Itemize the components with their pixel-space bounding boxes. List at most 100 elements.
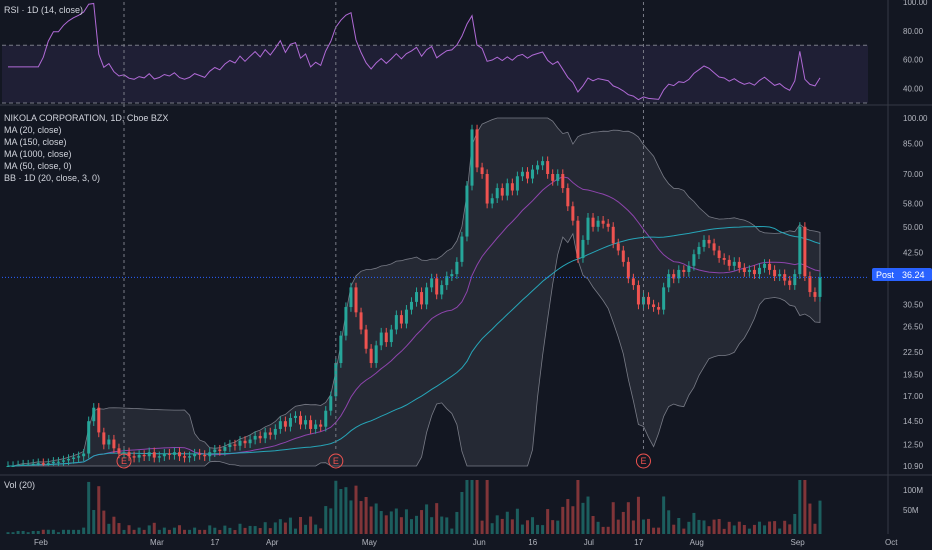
volume-bar xyxy=(41,529,45,534)
ma150-line xyxy=(8,225,821,467)
volume-bar xyxy=(177,525,181,534)
volume-bar xyxy=(541,525,545,534)
volume-bar xyxy=(314,524,318,534)
candle-body xyxy=(435,278,439,295)
candle-body xyxy=(657,307,661,310)
candle-body xyxy=(258,435,262,439)
candle-body xyxy=(67,458,71,461)
volume-bar xyxy=(455,511,459,534)
price-tick-label: 12.50 xyxy=(903,440,924,449)
candle-body xyxy=(531,169,535,179)
volume-bar xyxy=(561,506,565,534)
volume-bar xyxy=(515,508,519,534)
volume-bar xyxy=(409,519,413,534)
post-badge-value: 36.24 xyxy=(902,270,925,280)
volume-bar xyxy=(747,528,751,534)
price-tick-label: 42.50 xyxy=(903,248,924,257)
candle-body xyxy=(293,415,297,418)
candle-body xyxy=(490,198,494,204)
candle-body xyxy=(667,274,671,288)
volume-bar xyxy=(702,520,706,534)
volume-bar xyxy=(470,480,474,534)
volume-bar xyxy=(727,521,731,534)
volume-bar xyxy=(31,530,35,534)
candle-body xyxy=(319,424,323,427)
candle-body xyxy=(51,461,55,464)
volume-bar xyxy=(773,521,777,534)
candles xyxy=(2,124,868,467)
volume-bar xyxy=(586,496,590,534)
volume-bar xyxy=(611,502,615,534)
volume-bar xyxy=(566,499,570,534)
volume-bar xyxy=(394,508,398,534)
main-legend: NIKOLA CORPORATION, 1D, Cboe BZX MA (20,… xyxy=(4,113,168,183)
volume-bar xyxy=(389,511,393,534)
volume-bar xyxy=(536,524,540,534)
candle-body xyxy=(6,466,10,467)
earnings-marker-ring xyxy=(328,453,344,469)
volume-bar xyxy=(480,520,484,534)
candle-body xyxy=(203,454,207,457)
volume-bar xyxy=(768,521,772,534)
candle-body xyxy=(793,274,797,286)
volume-bar xyxy=(92,509,96,534)
volume-bar xyxy=(334,480,338,534)
volume-bar xyxy=(72,529,76,534)
volume-bar xyxy=(808,503,812,534)
candle-body xyxy=(127,452,131,457)
volume-bar xyxy=(647,518,651,534)
earnings-marker-ring xyxy=(116,453,132,469)
candle-body xyxy=(374,345,378,364)
volume-bar xyxy=(591,516,595,534)
candle-body xyxy=(566,188,570,207)
volume-bar xyxy=(737,521,741,534)
volume-bar xyxy=(495,515,499,534)
candle-body xyxy=(601,220,605,224)
price-tick-label: 22.50 xyxy=(903,348,924,357)
candle-body xyxy=(536,165,540,170)
volume-bar xyxy=(193,527,197,534)
candle-body xyxy=(591,217,595,227)
candle-body xyxy=(213,449,217,453)
volume-bar xyxy=(510,519,514,534)
time-tick-label: Apr xyxy=(266,538,279,547)
candle-body xyxy=(283,421,287,427)
volume-bar xyxy=(243,527,247,534)
candle-body xyxy=(460,236,464,262)
volume-bar xyxy=(652,527,656,534)
volume-bar xyxy=(631,520,635,534)
candle-body xyxy=(208,452,212,457)
candle-body xyxy=(783,274,787,281)
candle-body xyxy=(339,335,343,364)
candle-body xyxy=(818,277,822,297)
rsi-panel xyxy=(2,2,868,104)
candle-body xyxy=(379,332,383,346)
rsi-tick-label: 60.00 xyxy=(903,56,924,65)
volume-legend: Vol (20) xyxy=(4,480,35,490)
volume-bar xyxy=(601,526,605,534)
price-tick-label: 100.00 xyxy=(903,114,928,123)
candle-body xyxy=(682,269,686,273)
rsi-tick-label: 100.00 xyxy=(903,0,928,7)
volume-bar xyxy=(263,522,267,534)
volume-bar xyxy=(707,526,711,534)
candle-body xyxy=(147,452,151,457)
candle-body xyxy=(717,250,721,258)
volume-bar xyxy=(339,489,343,534)
volume-bar xyxy=(374,503,378,534)
volume-bar xyxy=(692,512,696,534)
volume-bar xyxy=(813,523,817,534)
time-tick-label: May xyxy=(362,538,377,547)
candle-body xyxy=(324,410,328,427)
volume-bar xyxy=(46,529,50,534)
candle-body xyxy=(546,161,550,175)
volume-bar xyxy=(657,527,661,534)
volume-bar xyxy=(319,528,323,534)
volume-bar xyxy=(238,523,242,534)
volume-bar xyxy=(11,532,15,534)
volume-bar xyxy=(223,525,227,534)
volume-bar xyxy=(6,532,10,534)
candle-body xyxy=(72,457,76,459)
